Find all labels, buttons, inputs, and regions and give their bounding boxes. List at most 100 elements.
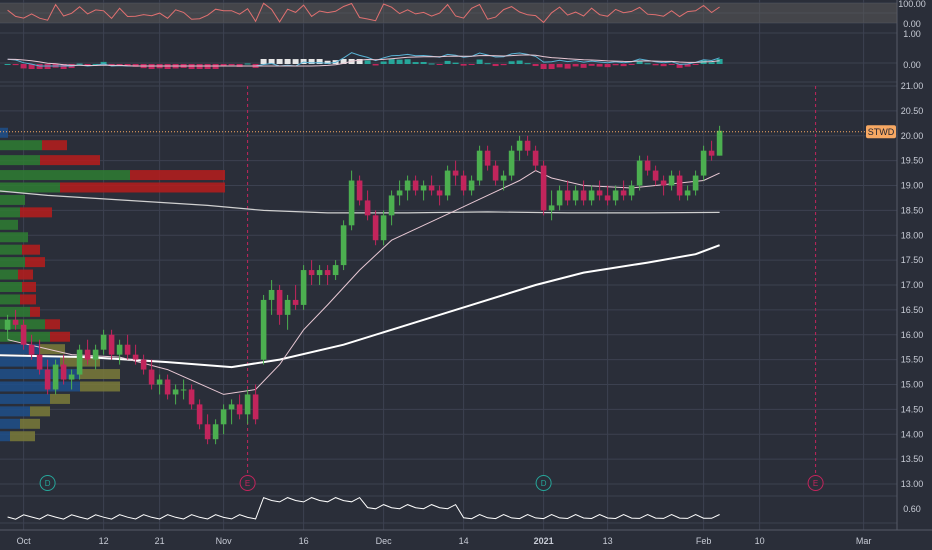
price-axis[interactable]: 21.00 20.50 20.00 19.50 19.00 18.50 18.00 17.50… <box>901 81 924 489</box>
time-axis[interactable]: Oct 12 21 Nov 16 Dec 14 2021 13 Feb 10 Mar <box>17 536 872 546</box>
candle <box>404 175 411 201</box>
ema-slow-line <box>0 244 720 369</box>
macd-bar <box>412 62 419 64</box>
ema-medium-line <box>0 190 720 214</box>
volume-profile-bar <box>0 269 18 280</box>
rsi-pane <box>0 2 897 24</box>
candle-body <box>436 190 443 196</box>
marker-circle <box>535 475 552 491</box>
candle-body <box>300 270 307 305</box>
candle <box>668 170 675 191</box>
candle <box>260 294 267 365</box>
candle <box>524 135 531 156</box>
candle-body <box>708 150 715 156</box>
candle <box>500 170 507 191</box>
volume-profile-bar <box>0 281 22 292</box>
volume-profile-bar <box>0 431 10 442</box>
candle <box>220 404 227 435</box>
candle-body <box>36 354 43 370</box>
event-lines <box>247 86 817 474</box>
macd-bar <box>300 59 307 64</box>
macd-bar <box>84 64 91 66</box>
candle-body <box>356 180 363 201</box>
candle <box>188 384 195 410</box>
price-tag-bg <box>866 125 896 139</box>
candle-body <box>388 195 395 216</box>
candle <box>444 165 451 201</box>
candle <box>572 185 579 206</box>
dividend-marker[interactable]: D <box>535 475 552 491</box>
time-tick-label: Dec <box>376 536 393 546</box>
candle <box>708 140 715 161</box>
candle-body <box>212 424 219 440</box>
time-tick-label: Oct <box>17 536 32 546</box>
price-tick-label: 16.50 <box>901 305 924 315</box>
candle <box>508 145 515 181</box>
candle-body <box>12 319 19 325</box>
candle <box>20 319 27 350</box>
marker-circle <box>239 475 256 491</box>
candle-body <box>700 150 707 176</box>
candle-body <box>68 374 75 380</box>
price-tick-label: 20.50 <box>901 106 924 116</box>
candle <box>604 185 611 206</box>
macd-bar <box>276 59 283 64</box>
candle <box>716 125 723 156</box>
candle <box>300 265 307 310</box>
candle-body <box>524 140 531 151</box>
macd-bar <box>548 64 555 69</box>
candle-body <box>260 299 267 360</box>
macd-bar <box>388 59 395 64</box>
price-tick-label: 15.50 <box>901 355 924 365</box>
macd-bar <box>380 61 387 64</box>
macd-bar <box>596 64 603 67</box>
volume-profile-bar <box>0 381 80 392</box>
candle-body <box>660 180 667 186</box>
candle-body <box>228 404 235 410</box>
time-tick-label: 21 <box>155 536 165 546</box>
candle-body <box>484 150 491 166</box>
candle <box>172 384 179 405</box>
volume-profile-bar <box>18 269 33 280</box>
macd-bar <box>292 59 299 64</box>
macd-bar <box>100 61 107 64</box>
earnings-marker[interactable]: E <box>807 475 824 491</box>
macd-bar <box>132 64 139 67</box>
candle-body <box>52 364 59 390</box>
earnings-marker[interactable]: E <box>239 475 256 491</box>
candle-body <box>692 175 699 191</box>
candle <box>588 185 595 206</box>
candle <box>28 334 35 360</box>
candle <box>412 175 419 196</box>
macd-bar <box>516 60 523 64</box>
dividend-marker[interactable]: D <box>39 475 56 491</box>
candle-body <box>308 270 315 276</box>
macd-bar <box>396 59 403 64</box>
candle <box>140 354 147 375</box>
candle <box>60 354 67 385</box>
candle-body <box>44 369 51 390</box>
macd-bar <box>452 62 459 64</box>
marker-circle <box>39 475 56 491</box>
candle <box>476 145 483 186</box>
candle <box>364 190 371 221</box>
candle-body <box>140 359 147 370</box>
candle-body <box>268 289 275 300</box>
candle-body <box>60 364 67 380</box>
price-tick-label: 17.00 <box>901 280 924 290</box>
candle <box>68 369 75 390</box>
candle <box>492 160 499 186</box>
candle-body <box>684 190 691 196</box>
macd-bar <box>636 60 643 64</box>
candle-body <box>252 394 259 420</box>
candle <box>676 170 683 201</box>
volume-profile-bar <box>0 294 20 305</box>
candle-body <box>556 190 563 206</box>
volume-pane <box>7 496 720 520</box>
macd-bar <box>668 64 675 65</box>
candle <box>268 280 275 315</box>
time-tick-label: 16 <box>299 536 309 546</box>
volume-profile-bar <box>0 194 25 205</box>
